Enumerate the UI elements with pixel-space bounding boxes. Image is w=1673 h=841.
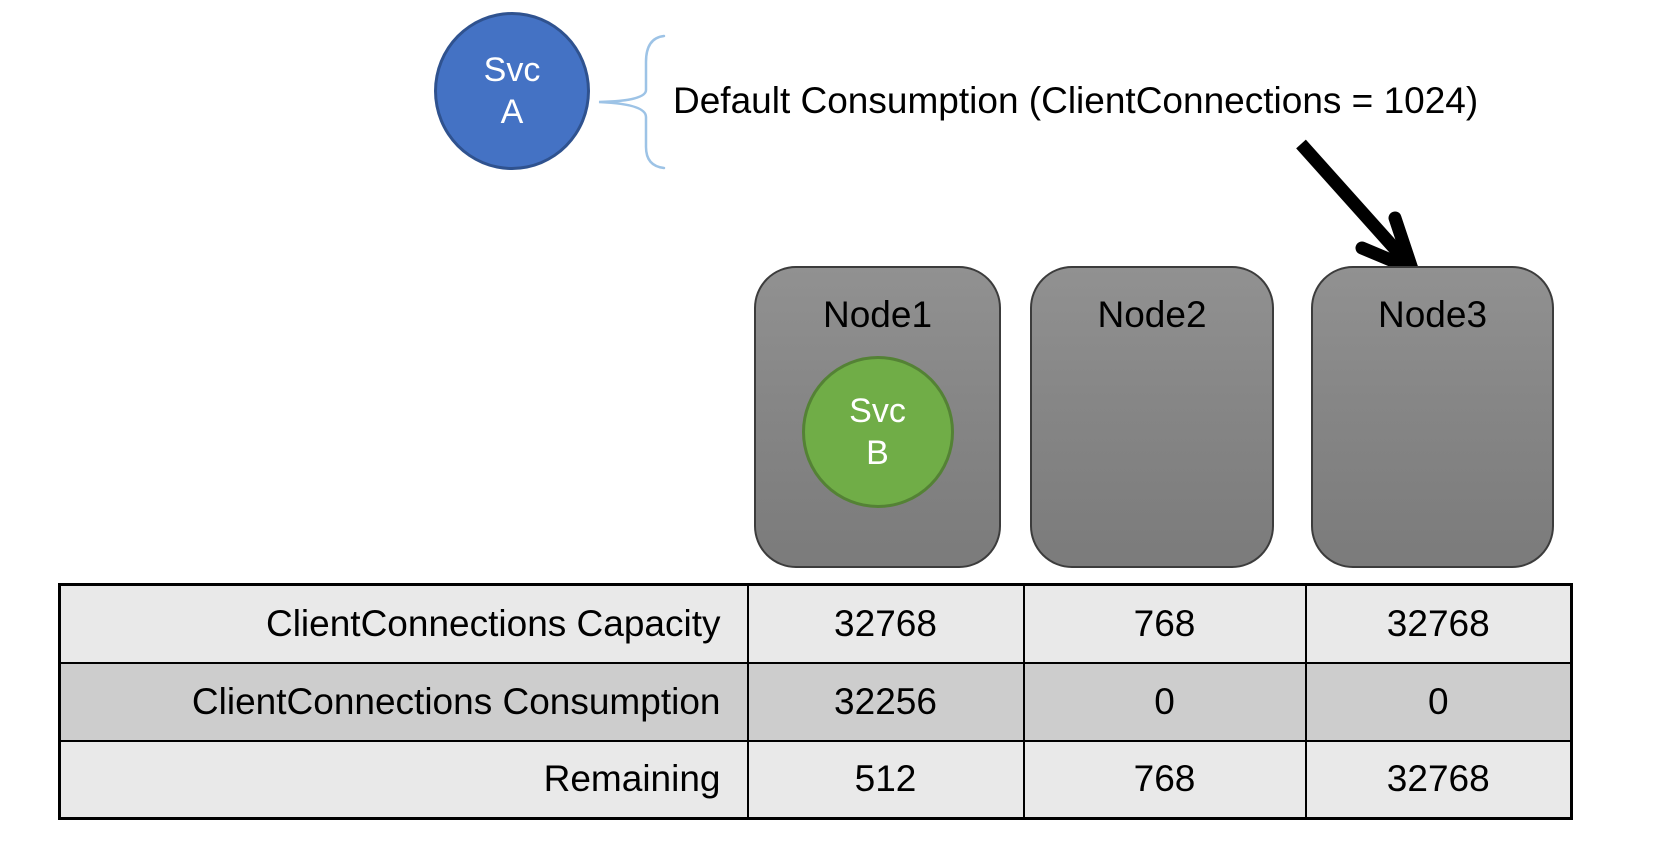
svc-b-label-line2: B: [866, 434, 889, 472]
node-box-node1: Node1 Svc B: [754, 266, 1001, 568]
node3-label: Node3: [1377, 294, 1488, 335]
table-row-capacity: ClientConnections Capacity 32768 768 327…: [58, 583, 1573, 664]
consumption-node2: 0: [1022, 661, 1307, 742]
capacity-table: ClientConnections Capacity 32768 768 327…: [58, 583, 1573, 820]
capacity-node2: 768: [1022, 583, 1307, 664]
row-header-consumption: ClientConnections Consumption: [58, 661, 749, 742]
svc-a-label-line2: A: [500, 93, 524, 131]
node1-label: Node1: [822, 294, 933, 335]
remaining-node1: 512: [746, 739, 1025, 820]
table-row-consumption: ClientConnections Consumption 32256 0 0: [58, 661, 1573, 742]
node2-label: Node2: [1097, 294, 1207, 335]
capacity-node3: 32768: [1304, 583, 1573, 664]
remaining-node2: 768: [1022, 739, 1307, 820]
capacity-node1: 32768: [746, 583, 1025, 664]
svc-a-label-line1: Svc: [483, 51, 541, 89]
row-header-remaining: Remaining: [58, 739, 749, 820]
row-header-capacity: ClientConnections Capacity: [58, 583, 749, 664]
svc-a-circle: Svc A: [434, 12, 590, 170]
svc-b-circle: Svc B: [801, 356, 954, 508]
arrow-icon: [1296, 139, 1419, 276]
callout-text: Default Consumption (ClientConnections =…: [673, 80, 1479, 121]
remaining-node3: 32768: [1304, 739, 1573, 820]
node-box-node3: Node3: [1311, 266, 1554, 568]
consumption-node1: 32256: [746, 661, 1025, 742]
consumption-node3: 0: [1304, 661, 1573, 742]
node-box-node2: Node2: [1030, 266, 1274, 568]
table-row-remaining: Remaining 512 768 32768: [58, 739, 1573, 820]
svc-b-label-line1: Svc: [849, 392, 906, 430]
brace-icon: [598, 34, 666, 170]
